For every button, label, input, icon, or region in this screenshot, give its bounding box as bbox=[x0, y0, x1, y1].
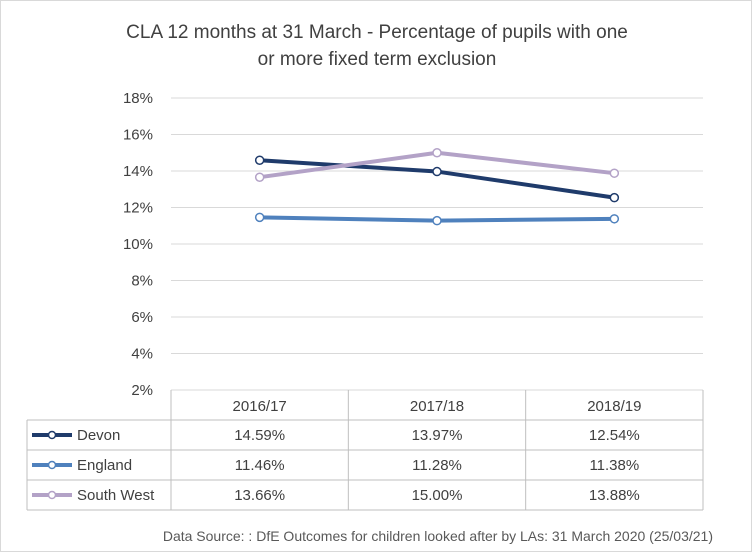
legend-key-marker bbox=[47, 490, 57, 500]
legend-series-name: Devon bbox=[77, 427, 120, 444]
legend-series-name: England bbox=[77, 457, 132, 474]
data-source-note: Data Source: : DfE Outcomes for children… bbox=[162, 528, 713, 544]
series-point bbox=[432, 166, 442, 177]
data-table-value: 13.66% bbox=[234, 487, 285, 504]
series-point bbox=[254, 155, 265, 165]
chart-title: CLA 12 months at 31 March - Percentage o… bbox=[61, 19, 693, 73]
y-tick-label: 2% bbox=[131, 382, 153, 399]
legend-key-marker bbox=[47, 430, 57, 440]
series-point bbox=[254, 212, 265, 223]
series-point bbox=[609, 214, 620, 224]
series-point bbox=[609, 192, 620, 203]
data-table-value: 13.97% bbox=[412, 427, 463, 444]
y-tick-label: 16% bbox=[123, 127, 153, 144]
series-point bbox=[254, 172, 265, 182]
y-tick-label: 10% bbox=[123, 236, 153, 253]
x-category-label: 2016/17 bbox=[233, 398, 287, 415]
series-point bbox=[609, 168, 620, 178]
data-table-value: 12.54% bbox=[589, 427, 640, 444]
y-tick-label: 18% bbox=[123, 90, 153, 107]
data-table-value: 15.00% bbox=[412, 487, 463, 504]
series-point bbox=[432, 215, 442, 226]
y-tick-label: 14% bbox=[123, 163, 153, 180]
x-category-label: 2017/18 bbox=[410, 398, 464, 415]
data-table-value: 11.46% bbox=[235, 457, 285, 474]
data-table-value: 14.59% bbox=[234, 427, 285, 444]
chart-title-line-1: CLA 12 months at 31 March - Percentage o… bbox=[126, 22, 628, 43]
y-tick-label: 6% bbox=[131, 309, 153, 326]
series-point bbox=[432, 148, 442, 158]
data-table-value: 11.38% bbox=[589, 457, 639, 474]
data-table-value: 11.28% bbox=[412, 457, 462, 474]
chart-title-line-2: or more fixed term exclusion bbox=[257, 49, 497, 70]
x-category-label: 2018/19 bbox=[587, 398, 641, 415]
legend-key-marker bbox=[47, 460, 57, 470]
data-table-value: 13.88% bbox=[589, 487, 640, 504]
y-tick-label: 8% bbox=[131, 273, 153, 290]
y-tick-label: 12% bbox=[123, 200, 153, 217]
legend-series-name: South West bbox=[77, 487, 155, 504]
y-tick-label: 4% bbox=[131, 346, 153, 363]
